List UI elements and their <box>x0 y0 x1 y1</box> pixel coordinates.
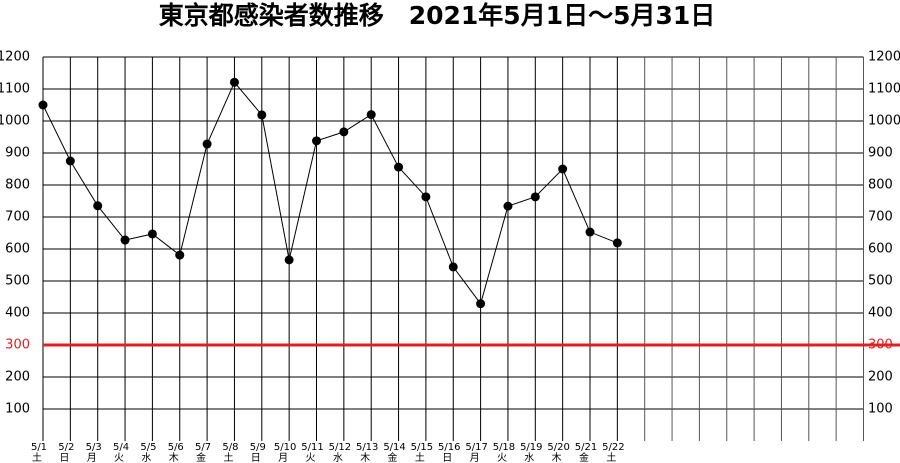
x-weekday-label: 水 <box>141 452 151 463</box>
y-tick-label: 1000 <box>0 114 30 129</box>
x-weekday-label: 水 <box>524 452 534 463</box>
data-point <box>394 162 404 172</box>
x-tick-label: 5/16 <box>438 442 460 453</box>
x-tick-label: 5/6 <box>168 442 184 453</box>
y-tick-label-right: 900 <box>868 146 893 161</box>
data-point <box>65 156 75 166</box>
data-point <box>366 110 376 120</box>
x-weekday-label: 水 <box>333 452 343 463</box>
x-tick-label: 5/21 <box>575 442 597 453</box>
y-tick-label: 100 <box>5 402 30 417</box>
data-point <box>93 201 103 211</box>
data-point <box>503 201 513 211</box>
x-weekday-label: 日 <box>251 453 261 463</box>
x-weekday-label: 日 <box>59 453 69 463</box>
y-tick-label: 1200 <box>0 50 30 65</box>
x-weekday-label: 日 <box>442 453 452 463</box>
x-weekday-label: 月 <box>278 452 288 463</box>
x-weekday-label: 金 <box>388 451 398 463</box>
data-point <box>585 227 595 237</box>
y-tick-label: 500 <box>5 274 30 289</box>
x-tick-label: 5/7 <box>195 442 211 453</box>
y-tick-label: 200 <box>5 370 30 385</box>
x-weekday-label: 火 <box>306 452 316 463</box>
x-weekday-label: 土 <box>415 451 425 463</box>
x-tick-label: 5/22 <box>602 442 624 453</box>
x-weekday-label: 火 <box>497 452 507 463</box>
y-tick-label: 700 <box>5 210 30 225</box>
x-weekday-label: 土 <box>606 451 616 463</box>
data-point <box>202 139 212 149</box>
x-weekday-label: 金 <box>579 451 589 463</box>
x-tick-label: 5/9 <box>250 442 266 453</box>
x-weekday-label: 月 <box>87 452 97 463</box>
data-point <box>120 235 130 245</box>
y-tick-label: 900 <box>5 146 30 161</box>
y-tick-label-right: 1100 <box>868 82 900 97</box>
x-weekday-label: 金 <box>196 451 206 463</box>
x-tick-label: 5/5 <box>140 442 156 453</box>
x-tick-label: 5/18 <box>493 442 515 453</box>
data-point <box>257 110 267 120</box>
x-tick-label: 5/8 <box>222 442 238 453</box>
y-tick-label-right: 1200 <box>868 50 900 65</box>
data-point <box>229 77 239 87</box>
x-tick-label: 5/4 <box>113 442 129 453</box>
x-tick-label: 5/19 <box>520 442 542 453</box>
x-weekday-label: 木 <box>360 452 370 463</box>
y-tick-label: 800 <box>5 178 30 193</box>
y-tick-label-right: 800 <box>868 178 893 193</box>
y-tick-label: 400 <box>5 306 30 321</box>
data-point <box>312 136 321 146</box>
y-tick-label-right: 500 <box>868 274 893 289</box>
x-weekday-label: 木 <box>552 452 562 463</box>
data-point <box>284 255 294 265</box>
y-tick-label-right: 600 <box>868 242 893 257</box>
x-weekday-label: 月 <box>470 452 480 463</box>
y-tick-label: 600 <box>5 242 30 257</box>
y-tick-label-right: 200 <box>868 370 893 385</box>
y-tick-label-right: 400 <box>868 306 893 321</box>
y-tick-label: 300 <box>5 338 30 353</box>
data-point <box>530 192 540 202</box>
y-tick-label-right: 100 <box>868 402 893 417</box>
data-point <box>147 229 157 239</box>
x-tick-label: 5/14 <box>383 442 405 453</box>
data-point <box>339 127 349 137</box>
data-point <box>476 299 486 309</box>
x-tick-label: 5/1 <box>31 442 47 453</box>
y-tick-label-right: 1000 <box>868 114 900 129</box>
data-point <box>38 100 48 110</box>
data-line <box>42 81 618 305</box>
data-point <box>421 192 431 202</box>
x-weekday-label: 木 <box>169 452 179 463</box>
data-point <box>612 238 622 248</box>
data-point <box>558 164 568 174</box>
y-tick-label-right: 700 <box>868 210 893 225</box>
x-weekday-label: 土 <box>32 451 42 463</box>
x-weekday-label: 土 <box>223 451 233 463</box>
x-tick-label: 5/10 <box>274 442 296 453</box>
x-tick-label: 5/15 <box>411 442 433 453</box>
x-tick-label: 5/20 <box>547 442 569 453</box>
chart-title: 東京都感染者数推移 2021年5月1日～5月31日 <box>159 1 716 30</box>
x-tick-label: 5/11 <box>301 442 323 453</box>
x-tick-label: 5/3 <box>86 442 102 453</box>
x-tick-label: 5/12 <box>329 442 351 453</box>
x-weekday-label: 火 <box>114 452 124 463</box>
x-tick-label: 5/17 <box>465 442 487 453</box>
data-point <box>175 250 185 260</box>
y-tick-label: 1100 <box>0 82 30 97</box>
data-point <box>448 262 458 272</box>
x-tick-label: 5/13 <box>356 442 378 453</box>
x-tick-label: 5/2 <box>58 442 74 453</box>
